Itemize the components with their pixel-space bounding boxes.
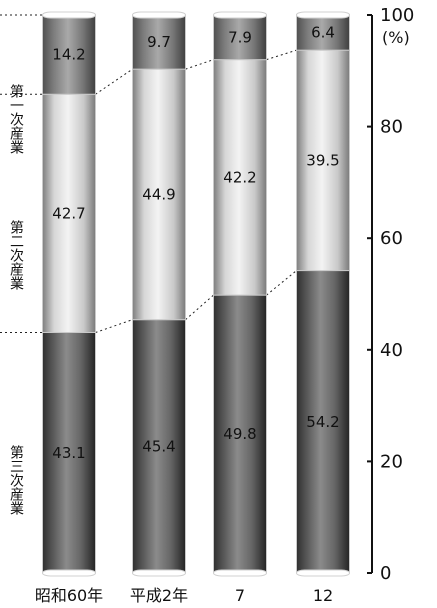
data-label: 42.2 xyxy=(223,168,256,186)
data-label: 49.8 xyxy=(223,425,256,443)
labels-layer: 43.1 42.7 14.2 昭和60年 45.4 44.9 9.7 平成2年 49.8 42.2… xyxy=(8,23,340,605)
connector-line xyxy=(185,59,214,70)
bar-cap xyxy=(296,11,350,19)
data-label: 44.9 xyxy=(142,185,175,203)
y-tick-label: 80 xyxy=(380,117,403,138)
category-label: 昭和60年 xyxy=(35,586,103,605)
data-label: 39.5 xyxy=(306,151,339,169)
connector-line xyxy=(95,319,133,333)
category-label: 12 xyxy=(313,586,333,605)
connector-line xyxy=(185,294,214,321)
bar-segment xyxy=(213,15,267,61)
bar-segment xyxy=(42,332,96,574)
connector-line xyxy=(95,68,133,95)
guides-layer xyxy=(0,14,297,334)
y-tick-label: 20 xyxy=(380,451,403,472)
bar-segment xyxy=(213,294,267,574)
data-label: 42.7 xyxy=(52,204,85,222)
bars-layer xyxy=(42,11,350,577)
bar-segment xyxy=(42,14,96,95)
sector-label: 第一次産業 xyxy=(8,83,24,154)
data-label: 14.2 xyxy=(52,46,85,64)
bar-cap xyxy=(42,569,96,577)
bar-cap xyxy=(132,569,186,577)
bar-cap xyxy=(42,11,96,19)
data-label: 6.4 xyxy=(311,23,335,41)
y-tick-label: 40 xyxy=(380,340,403,361)
data-label: 7.9 xyxy=(228,29,252,47)
bar-cap xyxy=(213,11,267,19)
axis-layer: 0 20 40 60 80 100 (%) xyxy=(367,5,414,584)
category-label: 平成2年 xyxy=(130,586,188,605)
data-label: 45.4 xyxy=(142,437,175,455)
y-tick-label: 100 xyxy=(380,5,414,26)
bar-segment xyxy=(132,14,186,70)
connector-line xyxy=(266,49,297,61)
bar-cap xyxy=(132,11,186,19)
data-label: 54.2 xyxy=(306,413,339,431)
category-label: 7 xyxy=(235,586,245,605)
y-unit-label: (%) xyxy=(382,28,410,47)
bar-cap xyxy=(213,569,267,577)
bar-cap xyxy=(296,569,350,577)
sector-label: 第三次産業 xyxy=(8,444,24,515)
bar-segment xyxy=(296,270,350,574)
bar-segment xyxy=(213,59,267,296)
data-label: 43.1 xyxy=(52,444,85,462)
bar-segment xyxy=(132,319,186,574)
y-tick-label: 0 xyxy=(380,563,391,584)
y-tick-label: 60 xyxy=(380,228,403,249)
connector-line xyxy=(266,270,297,296)
bar-segment xyxy=(132,68,186,321)
bar-segment xyxy=(296,13,350,51)
bar-segment xyxy=(296,49,350,272)
data-label: 9.7 xyxy=(147,33,171,51)
sector-label: 第二次産業 xyxy=(8,219,24,290)
